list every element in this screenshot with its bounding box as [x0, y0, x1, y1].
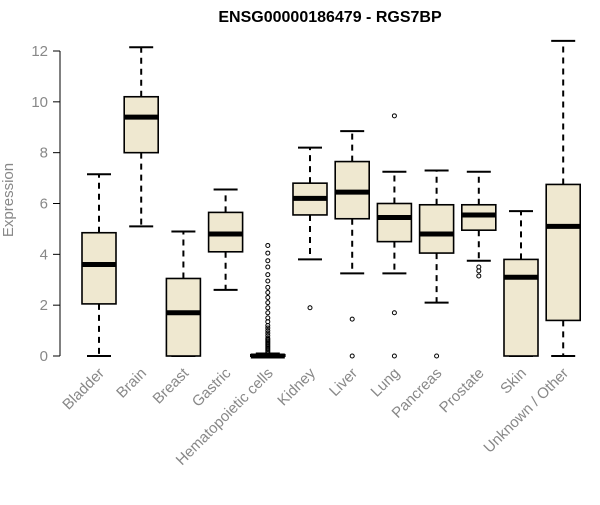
outlier-point [265, 258, 271, 264]
y-axis: 0 2 4 6 8 10 12 [31, 43, 61, 365]
y-tick-label-10: 10 [31, 94, 48, 111]
x-tick-label-liver: Liver [326, 365, 361, 400]
box-hematopoietic-cells [250, 242, 286, 359]
box-pancreas [418, 169, 455, 359]
y-tick-label-2: 2 [40, 297, 48, 314]
y-tick-label-4: 4 [40, 246, 48, 263]
outlier-point [265, 310, 271, 316]
outlier-point [265, 333, 271, 339]
chart-title: ENSG00000186479 - RGS7BP [218, 9, 442, 26]
outlier-point [476, 264, 482, 270]
box-lung [376, 113, 413, 359]
x-tick-label-lung: Lung [368, 365, 404, 401]
outlier-point [265, 264, 271, 270]
x-tick-label-breast: Breast [150, 364, 193, 407]
outlier-point [265, 242, 271, 248]
box-unknown-other [545, 39, 582, 357]
box-skin [503, 210, 539, 357]
outlier-point [265, 295, 271, 301]
boxes-group [81, 39, 582, 359]
outlier-point [265, 330, 271, 336]
outlier-point [391, 310, 397, 316]
y-tick-label-12: 12 [31, 43, 48, 60]
outlier-point [349, 353, 355, 359]
outlier-point [265, 289, 271, 295]
iqr-box-bladder [81, 231, 117, 305]
outlier-point [265, 325, 271, 331]
x-tick-label-kidney: Kidney [274, 364, 319, 409]
outlier-point [265, 305, 271, 311]
outlier-point [476, 273, 482, 279]
box-breast [165, 230, 202, 357]
outlier-point [349, 316, 355, 322]
outlier-point [265, 284, 271, 290]
iqr-box-brain [123, 95, 159, 154]
iqr-box-pancreas [418, 203, 455, 254]
iqr-box-prostate [460, 203, 497, 231]
x-tick-label-skin: Skin [497, 365, 530, 398]
outlier-point [265, 328, 271, 334]
box-gastric [207, 188, 244, 291]
x-tick-label-prostate: Prostate [436, 365, 488, 417]
y-axis-title: Expression [0, 163, 17, 237]
outlier-point [265, 272, 271, 278]
outlier-point [265, 278, 271, 284]
box-bladder [81, 173, 117, 357]
y-tick-label-6: 6 [40, 196, 48, 213]
iqr-box-unknown-other [545, 183, 582, 322]
outlier-point [265, 250, 271, 256]
box-liver [334, 130, 371, 359]
box-prostate [460, 170, 497, 279]
outlier-point [391, 353, 397, 359]
outlier-point [265, 335, 271, 341]
iqr-box-lung [376, 202, 413, 243]
y-tick-label-0: 0 [40, 348, 48, 365]
outlier-point [265, 300, 271, 306]
box-brain [123, 46, 159, 228]
iqr-box-skin [503, 258, 539, 357]
iqr-box-breast [165, 277, 202, 357]
outlier-point [391, 113, 397, 119]
box-kidney [292, 146, 328, 311]
outlier-point [307, 305, 313, 311]
x-tick-label-brain: Brain [113, 365, 150, 402]
outlier-point [434, 353, 440, 359]
x-tick-label-bladder: Bladder [59, 365, 108, 414]
y-tick-label-8: 8 [40, 145, 48, 162]
outlier-point [265, 315, 271, 321]
